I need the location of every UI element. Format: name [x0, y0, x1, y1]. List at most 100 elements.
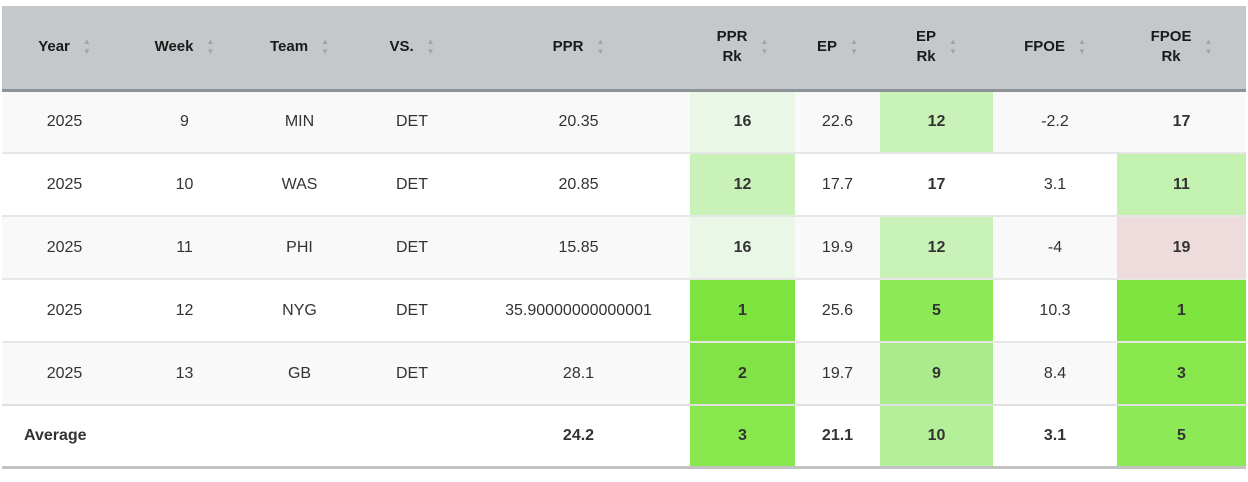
cell-ep-rk: 17 [880, 152, 993, 216]
cell-team: PHI [242, 215, 357, 279]
column-header-ep-rk[interactable]: EP Rk ▲ ▼ [880, 6, 993, 92]
column-header-vs[interactable]: VS. ▲ ▼ [357, 6, 467, 92]
column-label-ppr-rk: PPR Rk [716, 28, 748, 66]
table-row: 2025 9 MIN DET 20.35 16 22.6 12 -2.2 17 [2, 90, 1246, 153]
sort-up-icon: ▲ [760, 37, 769, 47]
sort-arrows-icon: ▲ ▼ [949, 38, 957, 56]
cell-ppr: 35.90000000000001 [467, 278, 690, 342]
sort-down-icon: ▼ [1204, 47, 1213, 57]
cell-ep: 17.7 [795, 152, 880, 216]
cell-team: MIN [284, 112, 315, 130]
column-header-year[interactable]: Year ▲ ▼ [2, 6, 127, 92]
cell-fpoe: 3.1 [993, 404, 1117, 469]
column-label-vs: VS. [389, 38, 414, 56]
sort-down-icon: ▼ [82, 47, 91, 57]
column-label-ep: EP [817, 38, 838, 56]
cell-fpoe: 3.1 [993, 152, 1117, 216]
column-header-ppr-rk[interactable]: PPR Rk ▲ ▼ [690, 6, 795, 92]
sort-up-icon: ▲ [321, 37, 329, 47]
sort-up-icon: ▲ [596, 37, 605, 47]
table-row: 2025 10 WAS DET 20.85 12 17.7 17 3.1 11 [2, 152, 1246, 216]
column-header-ppr[interactable]: PPR ▲ ▼ [467, 6, 690, 92]
sort-arrows-icon: ▲ ▼ [83, 38, 91, 56]
sort-down-icon: ▼ [321, 47, 329, 57]
cell-vs: DET [357, 215, 467, 279]
cell-ppr: 24.2 [467, 404, 690, 469]
column-label-fpoe-rk: FPOE Rk [1150, 28, 1192, 66]
cell-year: 2025 [2, 278, 127, 342]
cell-ppr: 15.85 [467, 215, 690, 279]
stats-table: Year ▲ ▼ Week ▲ ▼ Team ▲ ▼ VS. ▲ ▼ PPR ▲ ▼ PPR Rk ▲… [2, 6, 1246, 469]
sort-up-icon: ▲ [949, 37, 957, 47]
column-header-fpoe-rk[interactable]: FPOE Rk ▲ ▼ [1117, 6, 1246, 92]
sort-arrows-icon: ▲ ▼ [850, 38, 858, 56]
sort-down-icon: ▼ [426, 47, 435, 57]
sort-arrows-icon: ▲ ▼ [321, 38, 329, 56]
cell-ppr-rk: 16 [690, 90, 795, 153]
cell-week: 9 [180, 112, 189, 130]
cell-vs: DET [396, 112, 428, 130]
column-header-fpoe[interactable]: FPOE ▲ ▼ [993, 6, 1117, 92]
average-row: Average 24.2 3 21.1 10 3.1 5 [2, 404, 1246, 469]
cell-fpoe-rk: 19 [1117, 215, 1246, 279]
column-label-team: Team [270, 38, 309, 56]
cell-ep-rk: 5 [880, 278, 993, 342]
column-header-ep[interactable]: EP ▲ ▼ [795, 6, 880, 92]
cell-ppr-rk: 16 [690, 215, 795, 279]
cell-fpoe-rk: 17 [1172, 112, 1191, 130]
cell-fpoe-rk: 3 [1117, 341, 1246, 405]
column-label-ep-rk: EP Rk [916, 28, 937, 66]
column-header-team[interactable]: Team ▲ ▼ [242, 6, 357, 92]
cell-team [242, 404, 357, 469]
cell-week: 11 [127, 215, 242, 279]
sort-arrows-icon: ▲ ▼ [207, 38, 215, 56]
cell-ep-rk: 12 [880, 90, 993, 153]
cell-ep: 21.1 [795, 404, 880, 469]
cell-ep: 19.7 [795, 341, 880, 405]
sort-up-icon: ▲ [206, 37, 215, 47]
sort-arrows-icon: ▲ ▼ [760, 38, 768, 56]
cell-fpoe: -2.2 [1041, 112, 1069, 130]
cell-ppr-rk: 2 [690, 341, 795, 405]
cell-ppr: 28.1 [467, 341, 690, 405]
cell-vs: DET [357, 278, 467, 342]
table-body: 2025 9 MIN DET 20.35 16 22.6 12 -2.2 17 … [2, 90, 1246, 469]
column-label-ppr: PPR [552, 38, 584, 56]
cell-vs: DET [357, 341, 467, 405]
cell-fpoe-rk: 11 [1117, 152, 1246, 216]
table-row: 2025 13 GB DET 28.1 2 19.7 9 8.4 3 [2, 341, 1246, 405]
cell-year: 2025 [2, 341, 127, 405]
sort-up-icon: ▲ [426, 37, 435, 47]
sort-down-icon: ▼ [206, 47, 215, 57]
cell-vs [357, 404, 467, 469]
sort-up-icon: ▲ [1204, 37, 1213, 47]
cell-ppr-rk: 12 [690, 152, 795, 216]
cell-ppr: 20.35 [558, 112, 599, 130]
sort-up-icon: ▲ [850, 37, 858, 47]
column-label-fpoe: FPOE [1024, 38, 1065, 56]
sort-down-icon: ▼ [1077, 47, 1086, 57]
cell-year: 2025 [46, 112, 83, 130]
cell-fpoe: 8.4 [993, 341, 1117, 405]
sort-arrows-icon: ▲ ▼ [1078, 38, 1086, 56]
sort-down-icon: ▼ [850, 47, 858, 57]
column-label-year: Year [38, 38, 70, 56]
cell-week [127, 404, 242, 469]
sort-arrows-icon: ▲ ▼ [1204, 38, 1212, 56]
cell-ep-rk: 10 [880, 404, 993, 469]
sort-down-icon: ▼ [596, 47, 605, 57]
sort-up-icon: ▲ [82, 37, 91, 47]
cell-fpoe: 10.3 [993, 278, 1117, 342]
table-header: Year ▲ ▼ Week ▲ ▼ Team ▲ ▼ VS. ▲ ▼ PPR ▲ ▼ PPR Rk ▲… [2, 6, 1246, 92]
table-row: 2025 11 PHI DET 15.85 16 19.9 12 -4 19 [2, 215, 1246, 279]
column-header-week[interactable]: Week ▲ ▼ [127, 6, 242, 92]
cell-ep: 19.9 [795, 215, 880, 279]
cell-team: NYG [242, 278, 357, 342]
cell-fpoe-rk: 1 [1117, 278, 1246, 342]
cell-vs: DET [357, 152, 467, 216]
cell-week: 10 [127, 152, 242, 216]
cell-week: 13 [127, 341, 242, 405]
sort-down-icon: ▼ [760, 47, 769, 57]
cell-ep-rk: 12 [880, 215, 993, 279]
column-label-week: Week [154, 38, 194, 56]
